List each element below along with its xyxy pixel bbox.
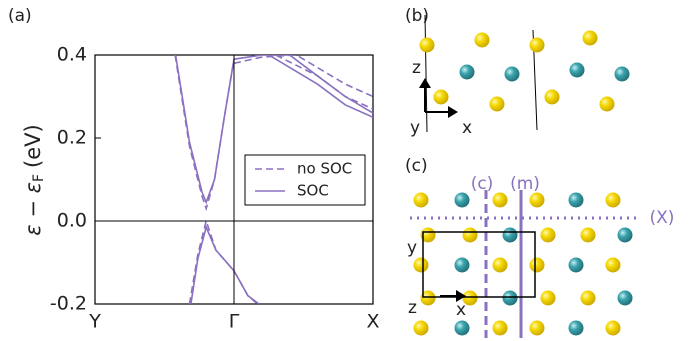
- atom-teal: [459, 64, 475, 80]
- y-tick-label: -0.2: [50, 293, 87, 315]
- atom-yellow: [605, 192, 621, 208]
- atom-yellow: [462, 227, 478, 243]
- panel-label: (a): [8, 6, 32, 26]
- y-label-unit: (eV): [21, 124, 45, 168]
- arrow-head: [419, 78, 431, 88]
- y-tick-label: 0.4: [57, 44, 87, 66]
- atom-yellow: [544, 89, 560, 105]
- atom-yellow: [419, 37, 435, 53]
- atoms: [413, 192, 633, 336]
- legend-label: no SOC: [297, 160, 352, 178]
- legend-label: SOC: [297, 182, 329, 200]
- atom-teal: [617, 290, 633, 306]
- atom-yellow: [413, 192, 429, 208]
- atom-teal: [568, 192, 584, 208]
- y-tick-label: 0.2: [57, 127, 87, 149]
- atom-teal: [504, 66, 520, 82]
- plane-label: (X): [650, 208, 675, 228]
- atom-teal: [502, 290, 518, 306]
- axis-label: z: [412, 58, 421, 78]
- cell-edge: [424, 14, 428, 133]
- legend-box: [244, 154, 366, 206]
- legend: no SOC SOC: [244, 154, 366, 206]
- atom-yellow: [462, 290, 478, 306]
- atom-yellow: [582, 30, 598, 46]
- atom-teal: [617, 227, 633, 243]
- atom-yellow: [580, 227, 596, 243]
- arrow-head: [448, 106, 458, 118]
- atom-teal: [454, 257, 470, 273]
- atom-yellow: [492, 257, 508, 273]
- atom-yellow: [529, 37, 545, 53]
- atom-yellow: [413, 320, 429, 336]
- y-label-main: ε − ε: [21, 182, 45, 236]
- atom-yellow: [540, 227, 556, 243]
- atom-yellow: [474, 32, 490, 48]
- y-axis-label: ε − εF (eV): [21, 124, 47, 235]
- plane-label: (m): [510, 174, 540, 194]
- y-label-sub: F: [31, 174, 47, 182]
- panel-label: (c): [405, 156, 428, 176]
- plot-lines: [174, 55, 373, 304]
- atom-yellow: [489, 96, 505, 112]
- atom-teal: [502, 227, 518, 243]
- atom-yellow: [492, 320, 508, 336]
- atom-yellow: [433, 89, 449, 105]
- atom-yellow: [413, 257, 429, 273]
- atom-yellow: [605, 320, 621, 336]
- atom-yellow: [599, 96, 615, 112]
- atom-yellow: [420, 290, 436, 306]
- atom-yellow: [492, 192, 508, 208]
- plane-label: (c): [471, 174, 494, 194]
- y-tick-label: 0.0: [57, 210, 87, 232]
- atom-yellow: [529, 320, 545, 336]
- atom-yellow: [529, 192, 545, 208]
- atom-teal: [454, 320, 470, 336]
- axis-label: y: [407, 238, 417, 258]
- axis-label: x: [456, 300, 466, 320]
- atom-teal: [568, 257, 584, 273]
- unit-cell: [422, 231, 536, 298]
- atom-teal: [454, 192, 470, 208]
- axis-label: y: [410, 118, 420, 138]
- band-line: [174, 55, 373, 304]
- x-tick-label: Γ: [229, 311, 240, 333]
- atom-yellow: [529, 257, 545, 273]
- axis-label: x: [462, 118, 472, 138]
- atom-yellow: [580, 290, 596, 306]
- atom-teal: [614, 66, 630, 82]
- x-tick-label: Y: [88, 311, 101, 333]
- atom-yellow: [605, 257, 621, 273]
- panel-label: (b): [405, 6, 429, 26]
- x-tick-label: X: [366, 311, 379, 333]
- atom-yellow: [540, 290, 556, 306]
- arrow-head: [456, 290, 466, 302]
- atoms: [419, 30, 630, 112]
- axis-label: z: [408, 298, 417, 318]
- atom-teal: [569, 62, 585, 78]
- atom-teal: [568, 320, 584, 336]
